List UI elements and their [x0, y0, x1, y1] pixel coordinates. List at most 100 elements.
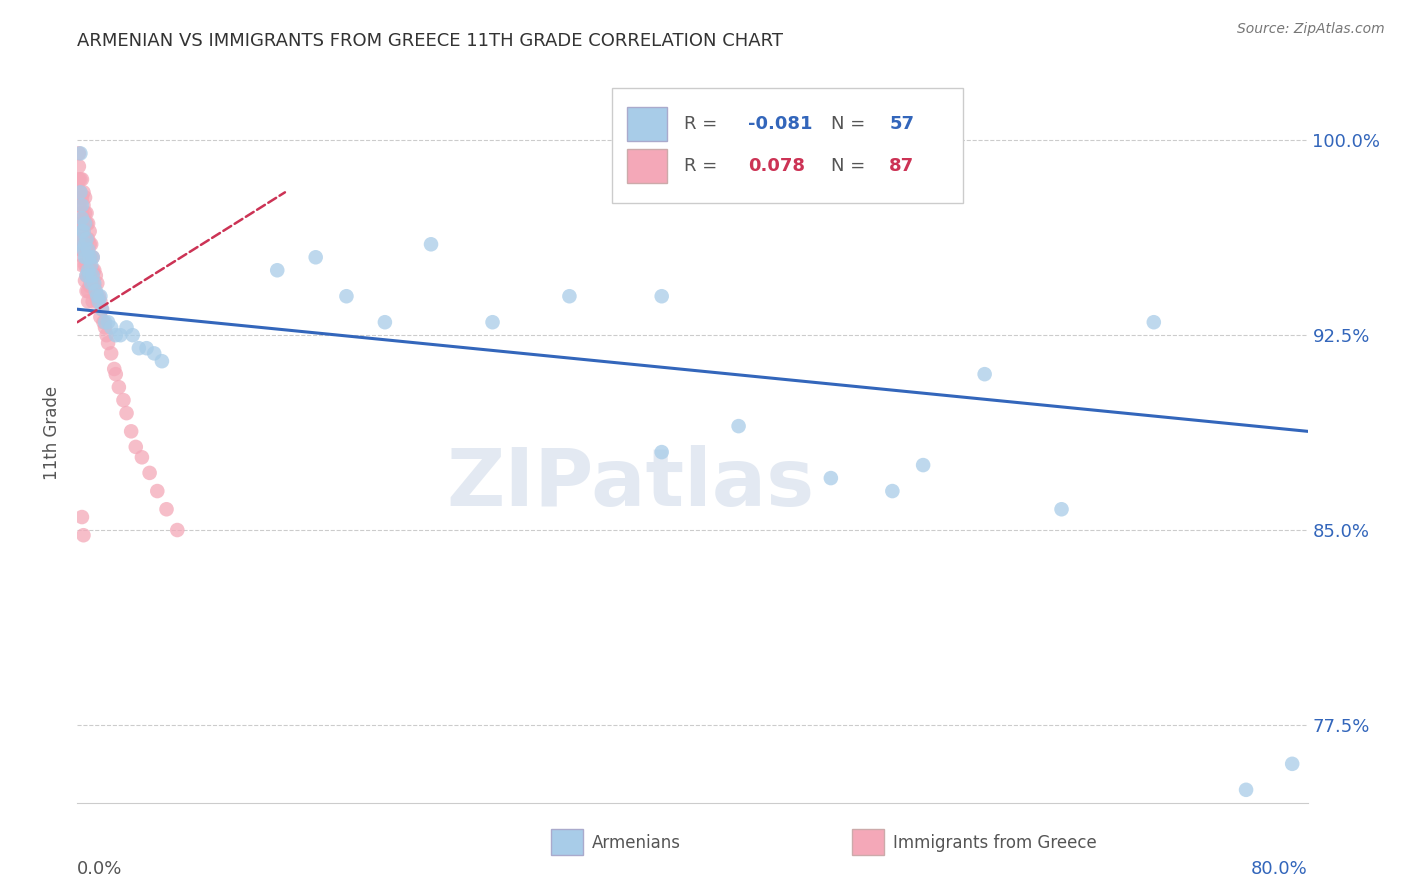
Point: [76, 232, 98, 246]
Point: [84, 289, 107, 303]
Bar: [852, 829, 884, 855]
Point: [94, 320, 117, 334]
Point: [67, 237, 90, 252]
Point: [70, 198, 93, 212]
Point: [69, 217, 91, 231]
Point: [89, 289, 111, 303]
Point: [77, 243, 100, 257]
Point: [79, 250, 101, 264]
Point: [166, 523, 188, 537]
Point: [128, 341, 150, 355]
Point: [73, 243, 96, 257]
Point: [100, 346, 122, 360]
Point: [651, 445, 673, 459]
Point: [155, 502, 177, 516]
Point: [90, 302, 114, 317]
Text: ARMENIAN VS IMMIGRANTS FROM GREECE 11TH GRADE CORRELATION CHART: ARMENIAN VS IMMIGRANTS FROM GREECE 11TH …: [77, 32, 783, 50]
Point: [93, 315, 115, 329]
Point: [72, 528, 94, 542]
Y-axis label: 11th Grade: 11th Grade: [44, 385, 62, 480]
Point: [72, 224, 94, 238]
FancyBboxPatch shape: [613, 88, 963, 203]
Point: [83, 263, 105, 277]
Point: [112, 393, 135, 408]
Bar: [627, 149, 666, 183]
Point: [335, 289, 357, 303]
Text: Source: ZipAtlas.com: Source: ZipAtlas.com: [1237, 22, 1385, 37]
Point: [77, 232, 100, 246]
Point: [69, 232, 91, 246]
Point: [100, 320, 122, 334]
Point: [76, 232, 98, 246]
Point: [1143, 315, 1166, 329]
Point: [83, 277, 105, 291]
Point: [83, 278, 105, 293]
Point: [67, 159, 90, 173]
Point: [77, 263, 100, 277]
Point: [72, 224, 94, 238]
Point: [90, 302, 114, 317]
Point: [80, 237, 103, 252]
Point: [80, 263, 103, 277]
Point: [146, 484, 169, 499]
Point: [79, 250, 101, 264]
Point: [150, 354, 173, 368]
Point: [69, 243, 91, 257]
Point: [266, 263, 288, 277]
Point: [912, 458, 935, 472]
Point: [70, 243, 93, 257]
Point: [80, 250, 103, 264]
Point: [84, 284, 107, 298]
Point: [77, 217, 100, 231]
Point: [138, 466, 160, 480]
Point: [80, 278, 103, 293]
Point: [104, 367, 127, 381]
Point: [77, 258, 100, 272]
Point: [131, 450, 153, 465]
Point: [87, 289, 110, 303]
Point: [110, 328, 132, 343]
Point: [70, 232, 93, 246]
Point: [305, 250, 328, 264]
Point: [82, 278, 104, 293]
Point: [121, 328, 143, 343]
Point: [558, 289, 581, 303]
Point: [73, 190, 96, 204]
Point: [1281, 756, 1303, 771]
Point: [84, 268, 107, 283]
Text: Armenians: Armenians: [592, 834, 681, 852]
Point: [143, 346, 166, 360]
Point: [73, 232, 96, 246]
Point: [115, 406, 138, 420]
Point: [72, 198, 94, 212]
Text: R =: R =: [683, 115, 723, 133]
Point: [77, 294, 100, 309]
Point: [70, 258, 93, 272]
Point: [89, 294, 111, 309]
Point: [72, 243, 94, 257]
Point: [67, 172, 90, 186]
Point: [67, 198, 90, 212]
Text: 57: 57: [890, 115, 914, 133]
Point: [72, 211, 94, 226]
Text: 0.0%: 0.0%: [77, 860, 122, 878]
Point: [1050, 502, 1073, 516]
Point: [72, 250, 94, 264]
Point: [120, 425, 142, 439]
Bar: [551, 829, 583, 855]
Point: [82, 250, 104, 264]
Point: [69, 186, 91, 200]
Point: [82, 294, 104, 309]
Bar: [627, 107, 666, 141]
Point: [97, 336, 120, 351]
Point: [70, 172, 93, 186]
Point: [481, 315, 503, 329]
Point: [97, 315, 120, 329]
Point: [73, 274, 96, 288]
Point: [73, 217, 96, 231]
Point: [96, 328, 118, 343]
Point: [70, 211, 93, 226]
Text: N =: N =: [831, 157, 872, 175]
Point: [76, 243, 98, 257]
Point: [420, 237, 443, 252]
